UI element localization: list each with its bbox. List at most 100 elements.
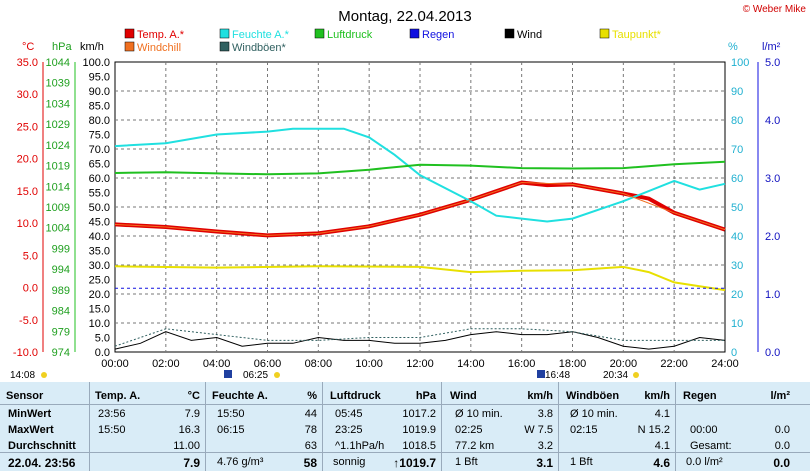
rain-axis-label: 4.0 [765, 115, 780, 127]
wind-axis-label: 90.0 [89, 86, 110, 98]
legend-label: Windchill [137, 42, 181, 54]
legend-swatch [314, 28, 325, 39]
temp-axis-label: 30.0 [17, 89, 38, 101]
header-pressure: Luftdruck [330, 390, 381, 402]
temp-axis-label: 10.0 [17, 218, 38, 230]
current-gust: 4.6 [653, 456, 670, 470]
series-line-taupunkt [114, 265, 726, 292]
humidity-value: 78 [304, 424, 317, 436]
temp-axis-label: 5.0 [23, 250, 38, 262]
x-tick-label: 04:00 [203, 358, 231, 370]
humidity-axis-label: 40 [731, 231, 743, 243]
pressure-axis-label: 1014 [46, 181, 70, 193]
pressure-value: 1018.5 [402, 440, 436, 452]
rain-axis-label: 5.0 [765, 57, 780, 69]
legend-swatch [219, 28, 230, 39]
current-weather: sonnig [333, 456, 366, 468]
humidity-axis-label: 10 [731, 318, 743, 330]
temp-time: 15:50 [98, 424, 126, 436]
table-separator [675, 382, 676, 471]
legend-swatch [124, 28, 135, 39]
chart-lines [114, 127, 726, 350]
chart-legend: Temp. A.* Feuchte A.* Luftdruck Regen Wind Ta… [124, 28, 662, 54]
gust-value: 4.1 [654, 440, 670, 452]
legend-label: Feuchte A.* [232, 29, 290, 41]
pressure-axis-label: 1004 [46, 223, 70, 235]
pressure-axis-label: 1039 [46, 78, 70, 90]
x-tick-label: 18:00 [559, 358, 587, 370]
copyright-text: © Weber Mike [743, 4, 807, 15]
humidity-axis-label: 50 [731, 202, 743, 214]
humidity-value: 63 [304, 440, 317, 452]
rain-value: 0.0 [774, 424, 790, 436]
current-timestamp: 22.04. 23:56 [8, 456, 76, 470]
sunrise-time: 14:08 [10, 370, 35, 381]
x-tick-label: 14:00 [457, 358, 485, 370]
x-tick-label: 20:00 [610, 358, 638, 370]
wind-axis-label: 40.0 [89, 231, 110, 243]
rain-axis-label: 1.0 [765, 289, 780, 301]
sun-icon [633, 372, 639, 378]
x-tick-label: 16:00 [508, 358, 536, 370]
legend-label: Windböen* [232, 42, 287, 54]
wind-axis-label: 65.0 [89, 159, 110, 171]
axis-unit-label: hPa [52, 41, 72, 53]
row-label: MinWert [8, 408, 52, 420]
legend-label: Luftdruck [327, 29, 373, 41]
temp-value: 11.00 [173, 440, 200, 452]
gust-value: 4.1 [654, 408, 670, 420]
header-rain-unit: l/m² [770, 390, 790, 402]
wind-axis-label: 30.0 [89, 260, 110, 272]
current-wind-bft: 1 Bft [455, 456, 478, 468]
rain-time: 00:00 [690, 424, 718, 436]
current-abs-humidity: 4.76 g/m³ [217, 456, 264, 468]
wind-axis-label: 45.0 [89, 217, 110, 229]
temp-axis-label: -10.0 [13, 347, 38, 359]
legend-swatch [124, 41, 135, 52]
humidity-axis-label: 0 [731, 347, 737, 359]
x-tick-label: 06:00 [254, 358, 282, 370]
humidity-axis-label: 90 [731, 86, 743, 98]
moonrise-time: 06:25 [243, 370, 268, 381]
legend-swatch [504, 28, 515, 39]
pressure-time: 05:45 [335, 408, 363, 420]
wind-axis-label: 100.0 [82, 57, 110, 69]
chart-axes: 00:00 02:00 04:00 06:00 08:00 10:00 12:00 14:00… [10, 41, 781, 381]
gust-time: 02:15 [570, 424, 598, 436]
legend-label: Regen [422, 29, 454, 41]
chart-grid [114, 61, 726, 353]
header-rain: Regen [683, 390, 717, 402]
pressure-axis-label: 1024 [46, 140, 70, 152]
current-rain-total: 0.0 l/m² [686, 456, 723, 468]
humidity-axis-label: 80 [731, 115, 743, 127]
header-sensor: Sensor [6, 390, 44, 402]
x-tick-label: 02:00 [152, 358, 180, 370]
current-pressure: ↑1019.7 [393, 456, 436, 470]
wind-axis-label: 85.0 [89, 101, 110, 113]
header-wind-unit: km/h [527, 390, 553, 402]
temp-axis-label: 0.0 [23, 283, 38, 295]
header-gust-unit: km/h [644, 390, 670, 402]
moonset-time: 16:48 [545, 370, 570, 381]
wind-axis-label: 60.0 [89, 173, 110, 185]
series-line-windb-en [114, 328, 725, 347]
wind-value: 3.2 [537, 440, 553, 452]
wind-time: 02:25 [455, 424, 483, 436]
wind-axis-label: 5.0 [95, 333, 110, 345]
table-separator [322, 382, 323, 471]
current-rain: 0.0 [773, 456, 790, 470]
gust-time: Ø 10 min. [570, 408, 618, 420]
axis-unit-label: l/m² [762, 41, 781, 53]
series-line-wind [114, 331, 726, 350]
table-separator [441, 382, 442, 471]
pressure-value: 1019.9 [402, 424, 436, 436]
humidity-axis-label: 100 [731, 57, 749, 69]
humidity-axis-label: 30 [731, 260, 743, 272]
wind-axis-label: 95.0 [89, 72, 110, 84]
pressure-axis-label: 974 [52, 347, 70, 359]
moon-icon [537, 370, 545, 378]
wind-time: Ø 10 min. [455, 408, 503, 420]
legend-label: Taupunkt* [612, 29, 662, 41]
axis-unit-label: km/h [80, 41, 104, 53]
header-humidity-unit: % [307, 390, 317, 402]
